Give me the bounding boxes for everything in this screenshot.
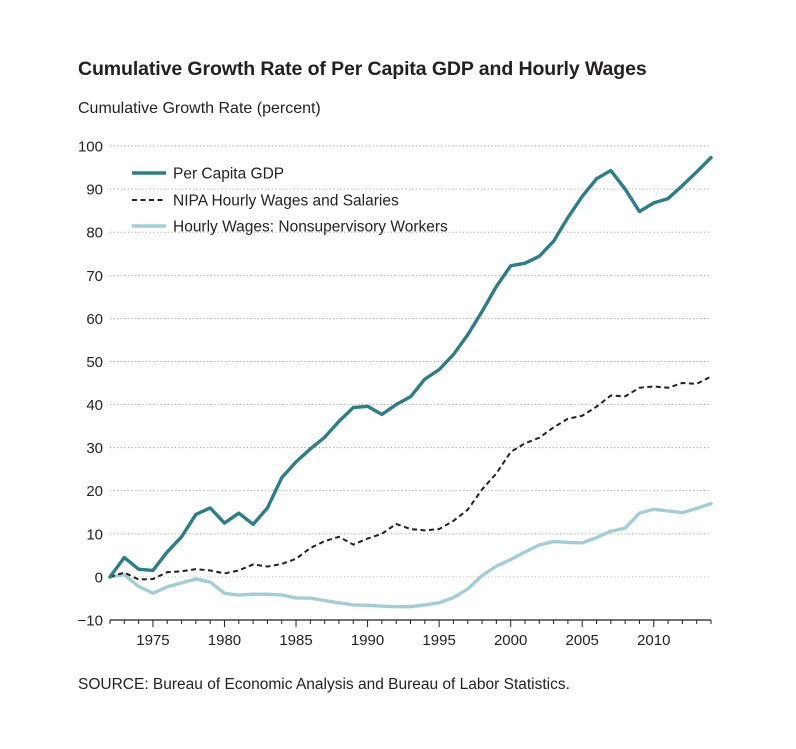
x-tick-label: 2010 xyxy=(637,632,670,649)
legend: Per Capita GDP NIPA Hourly Wages and Sala… xyxy=(132,166,448,236)
x-tick-label: 1985 xyxy=(279,632,312,649)
y-axis-ticks: −10 0 10 20 30 40 50 60 70 80 90 100 xyxy=(78,139,103,630)
x-tick-label: 1975 xyxy=(136,632,169,649)
y-axis-label: Cumulative Growth Rate (percent) xyxy=(78,100,321,117)
series-lines xyxy=(108,155,713,609)
y-tick-label: 70 xyxy=(86,268,103,285)
x-tick-label: 1990 xyxy=(351,632,384,649)
x-tick-label: 2005 xyxy=(566,632,599,649)
legend-label-3: Hourly Wages: Nonsupervisory Workers xyxy=(173,219,448,236)
source-note: SOURCE: Bureau of Economic Analysis and … xyxy=(78,676,570,693)
x-tick-label: 1995 xyxy=(422,632,455,649)
legend-label-1: Per Capita GDP xyxy=(173,166,284,183)
legend-label-2: NIPA Hourly Wages and Salaries xyxy=(173,193,399,210)
y-tick-label: 90 xyxy=(86,182,103,199)
series-line-2 xyxy=(109,375,712,581)
series-line-3 xyxy=(108,501,713,609)
y-tick-label: 60 xyxy=(86,311,103,328)
y-tick-label: 20 xyxy=(86,483,103,500)
gridlines xyxy=(110,145,711,621)
y-tick-label: 50 xyxy=(86,354,103,371)
series-line-1 xyxy=(108,155,713,579)
y-tick-label: 80 xyxy=(86,225,103,242)
y-tick-label: 100 xyxy=(78,139,103,156)
x-tick-label: 1980 xyxy=(208,632,241,649)
x-axis: 1975 1980 1985 1990 1995 2000 2005 2010 xyxy=(109,619,712,649)
y-tick-label: 40 xyxy=(86,397,103,414)
y-tick-label: 30 xyxy=(86,440,103,457)
y-tick-label: 10 xyxy=(86,526,103,543)
y-tick-label: −10 xyxy=(78,613,103,630)
chart-title: Cumulative Growth Rate of Per Capita GDP… xyxy=(78,58,647,80)
x-tick-label: 2000 xyxy=(494,632,527,649)
y-tick-label: 0 xyxy=(95,569,103,586)
